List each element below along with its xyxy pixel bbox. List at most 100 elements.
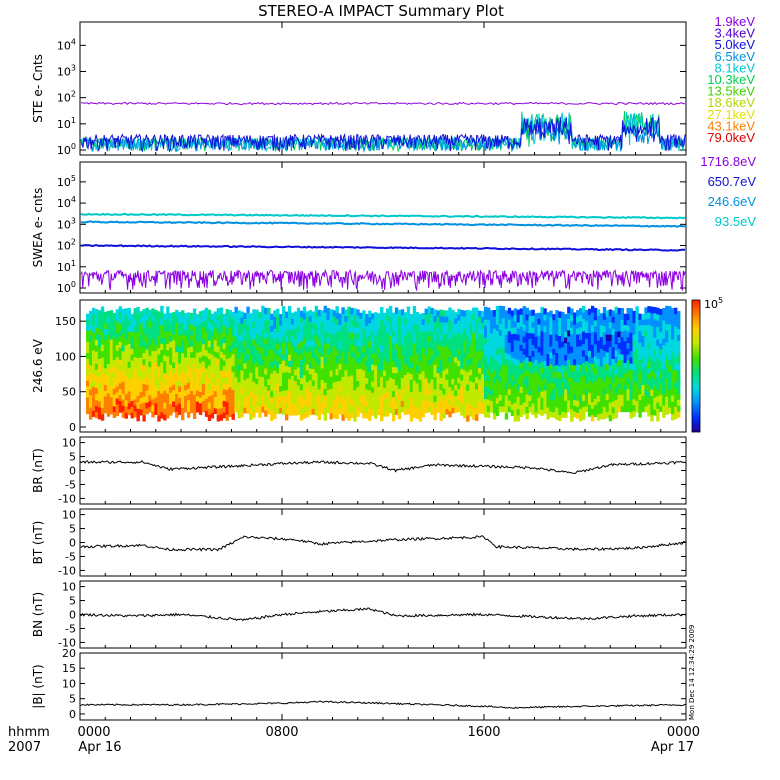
pad-cell bbox=[466, 408, 470, 416]
pad-cell bbox=[332, 394, 336, 401]
pad-cell bbox=[641, 384, 645, 391]
pad-cell bbox=[344, 369, 348, 377]
pad-cell bbox=[436, 401, 440, 408]
pad-cell bbox=[424, 395, 428, 402]
pad-cell bbox=[142, 390, 146, 397]
pad-cell bbox=[136, 351, 140, 358]
pad-cell bbox=[139, 380, 143, 387]
pad-cell bbox=[201, 349, 206, 356]
pad-cell bbox=[293, 357, 298, 364]
pad-cell bbox=[383, 353, 387, 360]
pad-cell bbox=[445, 402, 449, 409]
pad-cell bbox=[296, 337, 301, 344]
pad-cell bbox=[157, 347, 161, 355]
pad-cell bbox=[317, 407, 322, 414]
pad-cell bbox=[478, 384, 482, 391]
pad-cell bbox=[608, 359, 613, 366]
pad-cell bbox=[237, 358, 241, 365]
pad-cell bbox=[284, 365, 289, 373]
pad-cell bbox=[287, 342, 292, 349]
pad-cell bbox=[391, 348, 396, 356]
pad-cell bbox=[457, 383, 461, 390]
pad-cell bbox=[213, 396, 218, 403]
pad-cell bbox=[368, 329, 372, 336]
pad-cell bbox=[365, 319, 369, 326]
pad-cell bbox=[579, 395, 583, 403]
pad-cell bbox=[546, 371, 550, 378]
pad-cell bbox=[525, 307, 529, 315]
pad-cell bbox=[403, 380, 408, 387]
pad-cell bbox=[198, 345, 203, 352]
pad-cell bbox=[86, 391, 90, 398]
pad-cell bbox=[88, 359, 93, 366]
pad-cell bbox=[383, 387, 387, 394]
pad-cell bbox=[332, 405, 336, 413]
pad-cell bbox=[148, 309, 152, 316]
pad-cell bbox=[86, 358, 90, 365]
pad-cell bbox=[659, 400, 663, 407]
pad-cell bbox=[240, 375, 244, 383]
pad-cell bbox=[540, 313, 544, 320]
pad-cell bbox=[136, 395, 140, 403]
pad-cell bbox=[445, 310, 449, 317]
pad-cell bbox=[629, 363, 633, 370]
pad-cell bbox=[584, 383, 589, 390]
pad-cell bbox=[599, 324, 604, 332]
pad-cell bbox=[510, 345, 515, 352]
pad-cell bbox=[284, 408, 289, 415]
pad-cell bbox=[644, 406, 648, 413]
pad-cell bbox=[270, 343, 274, 350]
pad-cell bbox=[359, 390, 363, 397]
pad-cell bbox=[671, 326, 675, 334]
pad-cell bbox=[483, 343, 488, 351]
pad-cell bbox=[415, 377, 420, 384]
pad-cell bbox=[671, 364, 675, 371]
pad-cell bbox=[454, 367, 458, 374]
pad-cell bbox=[207, 414, 212, 421]
pad-cell bbox=[516, 334, 521, 341]
pad-cell bbox=[172, 367, 176, 374]
pad-cell bbox=[103, 351, 108, 357]
pad-cell bbox=[148, 395, 152, 402]
pad-cell bbox=[519, 314, 523, 321]
pad-cell bbox=[481, 350, 485, 357]
pad-cell bbox=[400, 309, 405, 316]
pad-cell bbox=[145, 307, 149, 314]
pad-cell bbox=[100, 344, 105, 352]
pad-cell bbox=[323, 331, 327, 339]
pad-cell bbox=[97, 382, 102, 390]
pad-cell bbox=[290, 324, 295, 331]
pad-cell bbox=[581, 381, 586, 389]
pad-cell bbox=[421, 382, 425, 389]
pad-cell bbox=[359, 312, 363, 319]
pad-cell bbox=[293, 328, 298, 335]
pad-cell bbox=[252, 327, 256, 334]
pad-cell bbox=[412, 306, 417, 313]
pad-cell bbox=[436, 350, 440, 357]
pad-cell bbox=[362, 411, 366, 419]
pad-cell bbox=[534, 319, 538, 326]
pad-cell bbox=[501, 353, 506, 360]
pad-cell bbox=[249, 313, 253, 320]
pad-cell bbox=[255, 321, 259, 328]
pad-cell bbox=[442, 340, 446, 347]
pad-cell bbox=[599, 330, 604, 338]
pad-cell bbox=[599, 389, 604, 396]
pad-cell bbox=[424, 360, 428, 367]
pad-cell bbox=[531, 368, 535, 375]
pad-cell bbox=[154, 385, 158, 392]
pad-cell bbox=[368, 377, 372, 385]
pad-cell bbox=[617, 354, 621, 361]
pad-cell bbox=[388, 347, 393, 354]
pad-cell bbox=[282, 312, 286, 319]
pad-cell bbox=[293, 398, 298, 405]
pad-cell bbox=[157, 354, 161, 361]
pad-cell bbox=[311, 322, 316, 329]
pad-cell bbox=[210, 383, 215, 390]
pad-cell bbox=[195, 319, 200, 326]
pad-cell bbox=[282, 366, 286, 373]
ste-legend-item: 6.5keV bbox=[715, 49, 756, 64]
pad-cell bbox=[460, 380, 464, 387]
pad-cell bbox=[537, 346, 541, 353]
pad-cell bbox=[320, 385, 324, 392]
